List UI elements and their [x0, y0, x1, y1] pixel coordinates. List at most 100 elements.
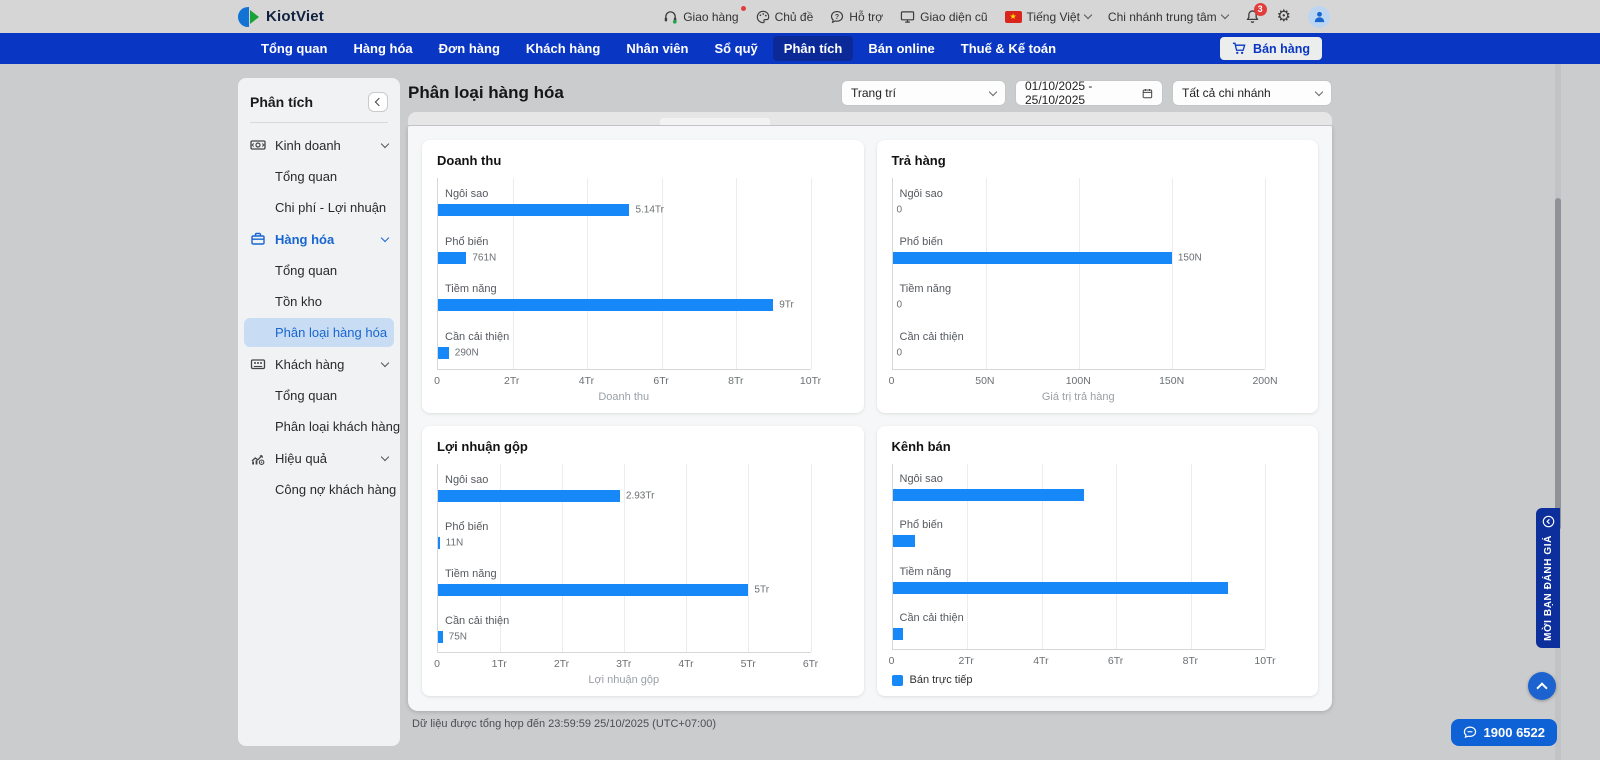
value-label: 150N — [1177, 252, 1202, 264]
legacy-ui-label: Giao diện cũ — [920, 9, 988, 24]
theme-label: Chủ đề — [774, 9, 814, 24]
nav-tab[interactable]: Tổng quan — [261, 41, 328, 56]
sidebar-item-chi-phi-loi-nhuan[interactable]: Chi phí - Lợi nhuận — [275, 200, 387, 215]
sidebar-item-khach-hang-tong-quan[interactable]: Tổng quan — [275, 388, 338, 403]
gridline — [810, 178, 812, 369]
kiotviet-logo[interactable]: KiotViet — [238, 6, 324, 27]
value-label: 2.93Tr — [625, 490, 655, 501]
gridline — [1116, 464, 1117, 649]
cart-icon — [1232, 42, 1246, 54]
category-label: Cần cải thiện — [899, 331, 964, 344]
sidebar-section-hieu-qua[interactable]: Hiệu quả — [238, 442, 400, 474]
bar[interactable] — [438, 630, 443, 643]
gridline — [1265, 464, 1266, 649]
page-title: Phân loại hàng hóa — [408, 83, 564, 102]
x-tick-label: 2Tr — [504, 375, 520, 387]
chevron-down-icon — [1220, 10, 1229, 20]
sidebar-collapse-button[interactable] — [368, 92, 388, 112]
category-label: Phổ biến — [445, 520, 489, 533]
bar[interactable] — [892, 627, 904, 640]
branch-filter-select[interactable]: Tất cả chi nhánh — [1172, 80, 1332, 106]
chart-x-axis-title: Doanh thu — [598, 391, 650, 403]
sidebar-section-hang-hoa[interactable]: Hàng hóa — [238, 223, 400, 255]
language-selector[interactable]: ★ Tiếng Việt — [1004, 10, 1093, 24]
delivery-menu-item[interactable]: Giao hàng — [663, 5, 746, 24]
settings-button[interactable]: ⚙ — [1277, 8, 1291, 25]
nav-tab[interactable]: Sổ quỹ — [714, 41, 758, 56]
nav-tab[interactable]: Nhân viên — [626, 41, 689, 56]
gridline — [661, 178, 663, 369]
section-label: Kinh doanh — [275, 137, 341, 153]
date-range-picker[interactable]: 01/10/2025 - 25/10/2025 — [1015, 79, 1163, 107]
sidebar-section-khach-hang[interactable]: Khách hàng — [238, 348, 400, 380]
page-scrollbar-thumb[interactable] — [1555, 198, 1561, 530]
bar-group: Tiềm năng 9Tr — [438, 274, 811, 322]
chart-card-doanh-thu: Doanh thu Ngôi sao 5.14Tr Phổ biến 761N Tiềm… — [422, 140, 864, 413]
chevron-down-icon — [380, 452, 390, 462]
nav-tab[interactable]: Thuế & Kế toán — [960, 41, 1057, 56]
nav-tab[interactable]: Bán online — [868, 41, 935, 56]
chart-card-kenh-ban: Kênh bán Ngôi sao Phổ biến Tiềm năng Cần cả… — [876, 426, 1318, 696]
category-label: Phổ biến — [899, 235, 943, 248]
gridline — [624, 464, 626, 652]
category-filter-select[interactable]: Trang trí — [841, 80, 1006, 106]
bar[interactable] — [438, 299, 774, 312]
bar[interactable] — [892, 251, 1172, 264]
bar[interactable] — [892, 535, 916, 548]
main-content: Phân loại hàng hóa Trang trí 01/10/2025 … — [408, 78, 1332, 730]
hotline-button[interactable]: 1900 6522 — [1450, 719, 1557, 746]
theme-menu-item[interactable]: Chủ đề — [756, 9, 814, 24]
x-tick-label: 0 — [434, 658, 440, 670]
chart-plot: Ngôi sao Phổ biến Tiềm năng Cần cải thiện — [891, 464, 1266, 650]
category-label: Phổ biến — [899, 519, 943, 532]
bar[interactable] — [438, 536, 440, 549]
value-label: 761N — [472, 252, 497, 264]
support-label: Hỗ trợ — [849, 9, 884, 24]
feedback-label: MỜI BẠN ĐÁNH GIÁ — [1542, 535, 1554, 641]
bar[interactable] — [438, 251, 467, 264]
notifications-button[interactable]: 3 — [1245, 2, 1267, 25]
bar[interactable] — [438, 347, 449, 360]
branch-selector[interactable]: Chi nhánh trung tâm — [1107, 9, 1229, 24]
nav-tab[interactable]: Khách hàng — [525, 41, 601, 56]
bar[interactable] — [438, 203, 630, 216]
support-menu-item[interactable]: ? Hỗ trợ — [830, 10, 883, 24]
performance-icon — [251, 455, 265, 465]
value-label: 11N — [445, 537, 464, 548]
chevron-down-icon — [988, 87, 998, 96]
sidebar-item-phan-loai-khach-hang[interactable]: Phân loại khách hàng — [275, 419, 401, 434]
scroll-to-top-button[interactable] — [1528, 672, 1556, 700]
x-tick-label: 10Tr — [1254, 655, 1276, 667]
nav-tab[interactable]: Hàng hóa — [353, 41, 413, 56]
x-tick-label: 6Tr — [802, 658, 819, 670]
x-tick-label: 3Tr — [616, 658, 632, 670]
x-tick-label: 5Tr — [740, 658, 756, 670]
gridline — [562, 464, 564, 652]
sell-button[interactable]: Bán hàng — [1220, 37, 1322, 60]
bar[interactable] — [438, 583, 749, 596]
nav-tab[interactable]: Phân tích — [772, 36, 854, 61]
sidebar-section-kinh-doanh[interactable]: Kinh doanh — [238, 129, 400, 161]
bar-group: Ngôi sao 2.93Tr — [438, 464, 811, 511]
bar-group: Phổ biến 11N — [438, 511, 811, 558]
gridline — [512, 178, 514, 369]
sidebar-item-hang-hoa-tong-quan[interactable]: Tổng quan — [275, 263, 338, 278]
bar[interactable] — [892, 489, 1084, 502]
bar-group: Cần cải thiện 290N — [438, 321, 811, 369]
chart-title: Lợi nhuận gộp — [437, 439, 528, 454]
bar[interactable] — [892, 581, 1228, 594]
user-avatar[interactable] — [1308, 5, 1330, 28]
feedback-tab[interactable]: MỜI BẠN ĐÁNH GIÁ — [1536, 508, 1560, 648]
gridline — [1041, 464, 1043, 649]
branch-label: Chi nhánh trung tâm — [1107, 9, 1217, 24]
category-label: Ngôi sao — [899, 187, 943, 200]
chart-title: Doanh thu — [437, 153, 502, 168]
sidebar-item-phan-loai-hang-hoa[interactable]: Phân loại hàng hóa — [244, 318, 394, 347]
legacy-ui-menu-item[interactable]: Giao diện cũ — [900, 9, 988, 24]
sidebar-item-ton-kho[interactable]: Tồn kho — [275, 294, 322, 309]
bar[interactable] — [438, 489, 620, 502]
sidebar-item-cong-no-khach-hang[interactable]: Công nợ khách hàng — [275, 482, 397, 497]
nav-tab[interactable]: Đơn hàng — [438, 41, 500, 56]
legend-swatch — [891, 674, 903, 686]
sidebar-item-kinh-doanh-tong-quan[interactable]: Tổng quan — [275, 169, 338, 184]
